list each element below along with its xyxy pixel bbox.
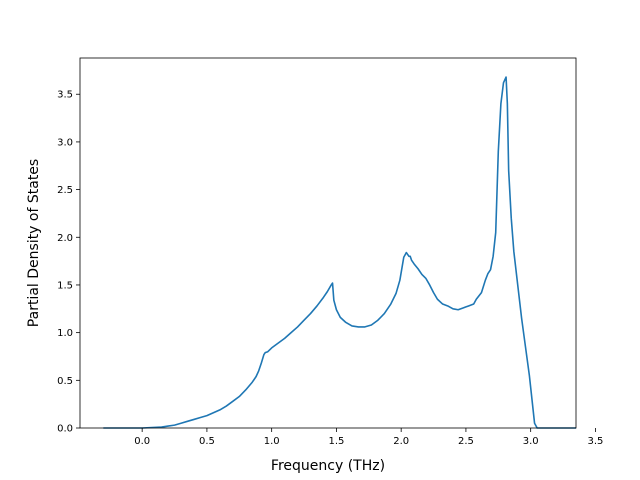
x-axis-label: Frequency (THz) (271, 458, 385, 474)
x-tick-label: 0.0 (134, 436, 150, 447)
x-tick-label: 1.0 (264, 436, 280, 447)
y-tick-label: 3.5 (57, 90, 73, 101)
y-tick-label: 0.0 (57, 424, 73, 435)
y-tick-label: 2.0 (57, 233, 73, 244)
plot-frame (79, 57, 577, 429)
y-tick-label: 2.5 (57, 185, 73, 196)
y-axis: 0.0 0.5 1.0 1.5 2.0 2.5 3.0 3.5 (57, 90, 80, 435)
y-tick-label: 1.5 (57, 280, 73, 291)
x-axis: 0.0 0.5 1.0 1.5 2.0 2.5 3.0 3.5 (134, 428, 603, 447)
x-tick-label: 0.5 (199, 436, 215, 447)
x-tick-label: 2.0 (393, 436, 409, 447)
x-tick-label: 3.5 (587, 436, 603, 447)
x-tick-label: 1.5 (328, 436, 344, 447)
x-tick-label: 3.0 (523, 436, 539, 447)
y-tick-label: 3.0 (57, 137, 73, 148)
y-tick-label: 0.5 (57, 376, 73, 387)
y-tick-label: 1.0 (57, 328, 73, 339)
series-line-0 (103, 76, 576, 429)
series-layer (103, 76, 576, 429)
x-tick-label: 2.5 (458, 436, 474, 447)
y-axis-label: Partial Density of States (26, 159, 42, 327)
